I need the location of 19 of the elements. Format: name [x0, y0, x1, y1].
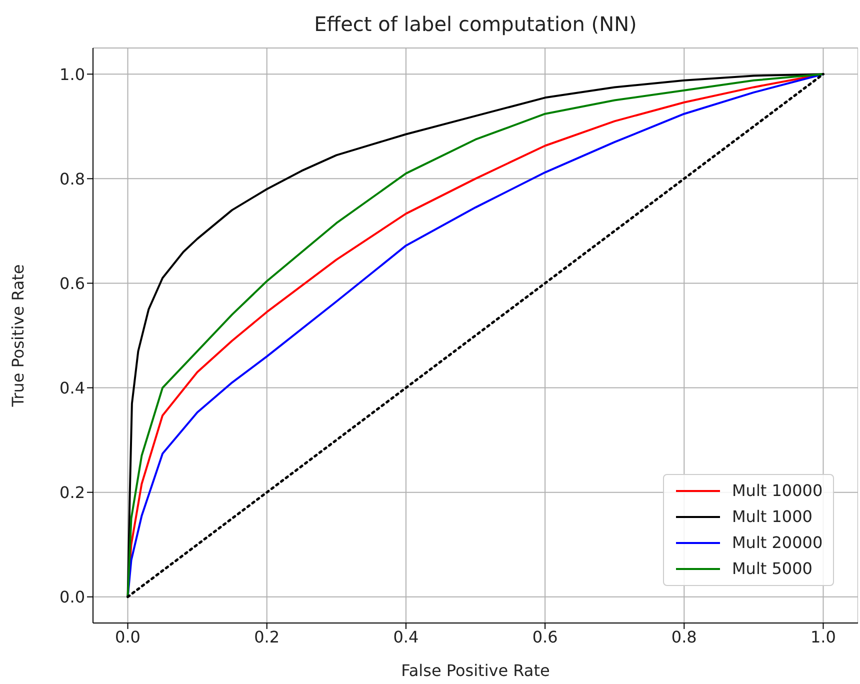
y-tick-label: 0.6	[60, 274, 85, 293]
y-tick-label: 1.0	[60, 64, 85, 84]
x-tick-label: 0.8	[671, 627, 697, 646]
x-tick-label: 0.4	[393, 627, 419, 646]
x-tick-label: 1.0	[810, 627, 836, 646]
chart-title: Effect of label computation (NN)	[313, 12, 638, 36]
y-tick-label: 0.2	[60, 483, 85, 502]
legend-label: Mult 5000	[732, 558, 812, 580]
x-tick-label: 0.2	[254, 627, 280, 646]
y-tick-label: 0.8	[60, 169, 85, 188]
y-axis-title: True Positive Rate	[8, 264, 28, 408]
legend-label: Mult 20000	[732, 532, 823, 554]
y-tick-label: 0.4	[60, 378, 85, 398]
y-tick-label: 0.0	[60, 588, 85, 607]
x-tick-label: 0.0	[115, 627, 140, 646]
x-axis-title: False Positive Rate	[401, 661, 550, 680]
x-tick-label: 0.6	[532, 627, 558, 646]
legend-label: Mult 1000	[732, 506, 812, 528]
legend-label: Mult 10000	[732, 480, 823, 502]
